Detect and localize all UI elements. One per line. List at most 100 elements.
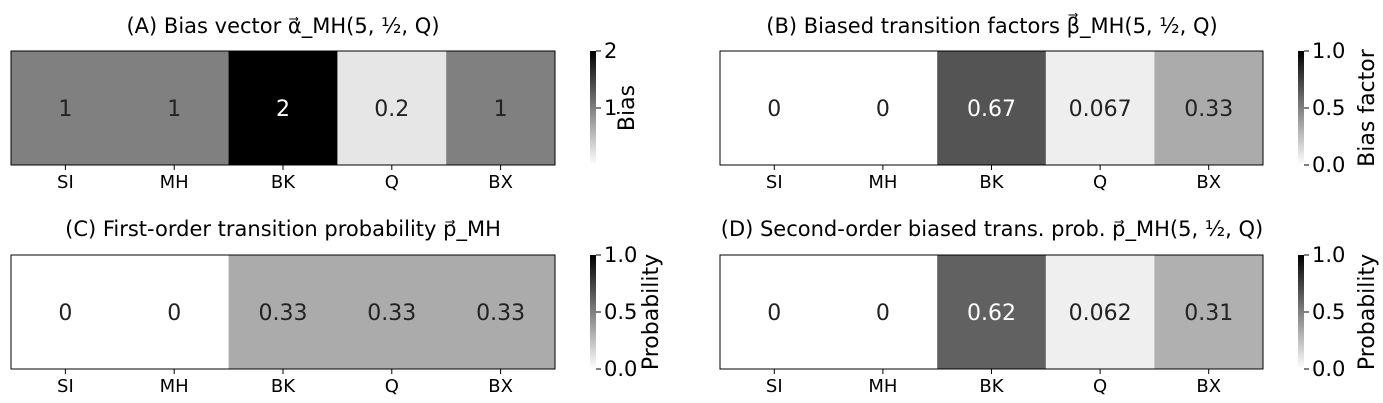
panel-b: (B) Biased transition factors β⃗_MH(5, ½…	[719, 13, 1380, 193]
x-tick-label: SI	[766, 172, 783, 193]
heat-cell-si	[720, 51, 830, 165]
cell-value-label: 1	[167, 97, 181, 122]
heat-cell-si	[720, 255, 830, 369]
x-tick-label: BK	[979, 172, 1004, 193]
panel-d-colorbar: 0.0 0.5 1.0 Probability	[1298, 243, 1380, 381]
cell-value-label: 0.33	[259, 301, 308, 326]
colorbar-label: Probability	[1355, 254, 1380, 370]
x-tick-label: SI	[57, 376, 74, 397]
panel-c-heatmap: 0 SI 0 MH 0.33 BK 0.33 Q 0.33 BX	[10, 254, 556, 397]
heat-cell-q	[337, 51, 447, 165]
colorbar-tick-label: 0.0	[604, 357, 637, 381]
cell-value-label: 0.67	[967, 97, 1016, 122]
heat-cell-bx	[446, 51, 556, 165]
panel-d: (D) Second-order biased trans. prob. p⃗_…	[719, 217, 1380, 397]
heat-cell-mh	[828, 255, 938, 369]
heat-cell-si	[11, 51, 121, 165]
colorbar-tick-label: 1.0	[1312, 39, 1345, 63]
heatmap-frame	[10, 254, 556, 370]
colorbar-label: Bias factor	[1355, 48, 1380, 167]
cell-value-label: 0	[876, 301, 890, 326]
heat-cell-mh	[828, 51, 938, 165]
panel-c-title: (C) First-order transition probability p…	[65, 217, 501, 242]
heatmap-frame	[10, 50, 556, 166]
heat-cell-q	[1045, 51, 1155, 165]
cell-value-label: 0.62	[967, 301, 1016, 326]
colorbar-label: Probability	[639, 254, 664, 370]
panel-b-heatmap: 0 SI 0 MH 0.67 BK 0.067 Q 0.33 BX	[719, 50, 1264, 193]
cell-value-label: 1	[494, 97, 508, 122]
heat-cell-bk	[228, 255, 338, 369]
heat-cell-bk	[937, 51, 1047, 165]
colorbar-gradient	[1298, 255, 1304, 369]
colorbar-gradient	[590, 51, 596, 165]
panel-a: (A) Bias vector α⃗_MH(5, ½, Q) 1 SI 1 MH 2 BK…	[10, 14, 640, 193]
x-tick-label: BK	[979, 376, 1004, 397]
colorbar-label: Bias	[615, 85, 640, 131]
heat-cell-bx	[1154, 255, 1264, 369]
cell-value-label: 0.33	[476, 301, 525, 326]
heat-cell-mh	[119, 51, 230, 165]
colorbar-tick-label: 1.0	[1312, 243, 1345, 267]
x-tick-label: MH	[160, 172, 189, 193]
cell-value-label: 0	[58, 301, 72, 326]
cell-value-label: 0.2	[374, 97, 409, 122]
panel-b-colorbar: 0.0 0.5 1.0 Bias factor	[1298, 39, 1380, 177]
x-tick-label: BX	[1196, 376, 1221, 397]
panel-a-title: (A) Bias vector α⃗_MH(5, ½, Q)	[126, 14, 439, 39]
colorbar-tick-label: 2	[604, 39, 617, 63]
x-tick-label: SI	[57, 172, 74, 193]
colorbar-tick-label: 1	[604, 96, 617, 120]
panel-d-title: (D) Second-order biased trans. prob. p⃗_…	[721, 217, 1264, 242]
colorbar-gradient	[590, 255, 596, 369]
x-tick-label: MH	[868, 172, 897, 193]
cell-value-label: 0	[167, 301, 181, 326]
x-tick-label: BX	[488, 172, 513, 193]
x-tick-label: Q	[1093, 172, 1107, 193]
colorbar-tick-label: 1.0	[604, 243, 637, 267]
heat-cell-q	[1045, 255, 1155, 369]
x-tick-label: MH	[868, 376, 897, 397]
colorbar-tick-label: 0.5	[1312, 300, 1345, 324]
heat-cell-si	[11, 255, 121, 369]
colorbar-tick-label: 0.0	[1312, 357, 1345, 381]
panel-d-heatmap: 0 SI 0 MH 0.62 BK 0.062 Q 0.31 BX	[719, 254, 1264, 397]
heatmap-frame	[719, 50, 1264, 166]
cell-value-label: 2	[276, 97, 290, 122]
heat-cell-bx	[1154, 51, 1264, 165]
cell-value-label: 0	[767, 97, 781, 122]
heat-cell-bk	[228, 51, 338, 165]
panel-a-heatmap: 1 SI 1 MH 2 BK 0.2 Q 1 BX	[10, 50, 556, 193]
x-tick-label: BX	[1196, 172, 1221, 193]
x-tick-label: SI	[766, 376, 783, 397]
x-tick-label: BK	[271, 376, 296, 397]
cell-value-label: 0.33	[367, 301, 416, 326]
panel-b-title: (B) Biased transition factors β⃗_MH(5, ½…	[766, 13, 1217, 39]
heat-cell-mh	[119, 255, 230, 369]
colorbar-tick-label: 0.5	[1312, 96, 1345, 120]
x-tick-label: BX	[488, 376, 513, 397]
x-tick-label: Q	[1093, 376, 1107, 397]
heat-cell-bx	[446, 255, 556, 369]
cell-value-label: 0.062	[1069, 301, 1132, 326]
x-tick-label: BK	[271, 172, 296, 193]
cell-value-label: 0.31	[1184, 301, 1233, 326]
x-tick-label: Q	[385, 172, 399, 193]
x-tick-label: MH	[160, 376, 189, 397]
heat-cell-bk	[937, 255, 1047, 369]
colorbar-tick-label: 0.5	[604, 300, 637, 324]
panel-a-colorbar: 1 2 Bias	[590, 39, 640, 165]
colorbar-tick-label: 0.0	[1312, 153, 1345, 177]
x-tick-label: Q	[385, 376, 399, 397]
cell-value-label: 1	[58, 97, 72, 122]
cell-value-label: 0	[767, 301, 781, 326]
panel-c: (C) First-order transition probability p…	[10, 217, 664, 397]
panel-c-colorbar: 0.0 0.5 1.0 Probability	[590, 243, 664, 381]
colorbar-gradient	[1298, 51, 1304, 165]
heat-cell-q	[337, 255, 447, 369]
cell-value-label: 0	[876, 97, 890, 122]
cell-value-label: 0.33	[1184, 97, 1233, 122]
heatmap-frame	[719, 254, 1264, 370]
cell-value-label: 0.067	[1069, 97, 1132, 122]
